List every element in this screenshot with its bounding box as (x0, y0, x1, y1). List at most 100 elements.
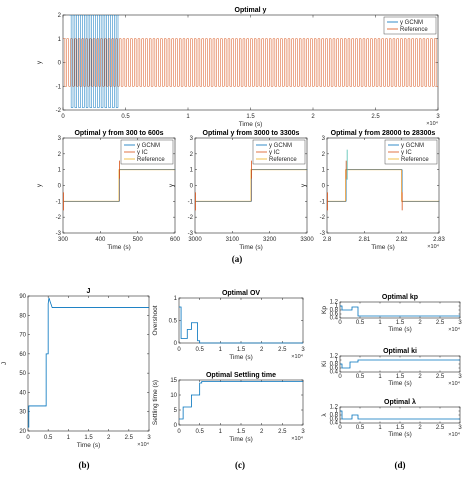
y-tick-label: 0.8 (330, 362, 339, 368)
x-tick-label: 1.5 (396, 320, 405, 326)
y-tick-label: -1 (188, 199, 194, 205)
x-tick-label: 3300 (300, 237, 314, 243)
x-axis-multiplier: ×10⁴ (427, 243, 439, 250)
x-axis-multiplier: ×10⁴ (291, 353, 303, 360)
series-line (340, 410, 460, 420)
y-tick-label: 10 (170, 393, 177, 399)
x-tick-label: 400 (95, 237, 106, 243)
y-tick-label: 1 (322, 168, 326, 174)
y-tick-label: 1.2 (330, 405, 339, 411)
y-tick-label: -1 (320, 199, 326, 205)
y-axis-label: Ki (321, 361, 328, 367)
plot-area (63, 15, 438, 108)
panel-optimal-ov: 0 0.5 1 1.5 2 2.5 3 0 0.5 1 Optimal OV Time (s) Over… (152, 290, 305, 361)
x-axis-label: Time (s) (371, 244, 395, 251)
chart-title: J (87, 288, 91, 295)
x-tick-label: 2.5 (278, 429, 287, 435)
x-tick-label: 3 (458, 320, 462, 326)
legend-entry: y GCNM (269, 143, 292, 149)
x-tick-label: 2.5 (436, 374, 445, 380)
y-tick-label: 1 (58, 168, 62, 174)
x-tick-label: 0 (338, 374, 342, 380)
y-tick-label: 3 (322, 136, 326, 142)
chart-title: Optimal kp (382, 294, 418, 301)
y-tick-label: -1 (56, 84, 62, 90)
y-tick-label: 2 (322, 152, 326, 158)
y-tick-label: -2 (56, 108, 62, 114)
x-tick-label: 2.8 (323, 237, 332, 243)
y-tick-label: -3 (56, 231, 62, 237)
y-axis-label: y (36, 60, 43, 64)
series-line (340, 305, 460, 317)
x-axis-label: Time (s) (388, 380, 412, 387)
x-axis-multiplier: ×10⁴ (291, 435, 303, 442)
x-tick-label: 2.82 (396, 237, 408, 243)
series-gcnm-line (327, 169, 440, 202)
x-tick-label: 3 (301, 429, 305, 435)
panel-zoom-28000-28300: 2.8 2.81 2.82 2.83 -3 -2 -1 0 1 2 3 Optimal y from … (300, 130, 445, 251)
legend-entry: y IC (269, 150, 280, 156)
x-tick-label: 0.5 (356, 320, 365, 326)
chart-title: Optimal y (235, 7, 267, 14)
y-tick-label: 1 (335, 358, 339, 364)
y-axis-label: J (1, 362, 8, 365)
chart-title: Optimal y from 300 to 600s (74, 130, 163, 137)
legend-entry: Reference (401, 157, 429, 163)
subfigure-caption: (d) (395, 460, 406, 470)
y-tick-label: 1 (335, 409, 339, 415)
axes-frame (178, 379, 304, 426)
y-tick-label: 0 (174, 341, 178, 347)
x-tick-label: 0.5 (195, 429, 204, 435)
x-tick-label: 2.5 (278, 347, 287, 353)
y-tick-label: 0 (58, 184, 62, 190)
panel-optimal-settling: 0 0.5 1 1.5 2 2.5 3 0 5 10 15 Optimal Settling time… (152, 372, 305, 443)
y-tick-label: 3 (190, 136, 194, 142)
y-tick-label: 0.4 (330, 421, 339, 427)
legend-entry: Reference (137, 157, 165, 163)
panel-zoom-300-600: 300 400 500 600 -3 -2 -1 0 1 2 3 Optimal y from 300… (36, 130, 181, 251)
x-tick-label: 2.5 (125, 435, 134, 441)
x-tick-label: 1 (186, 114, 190, 120)
x-axis-multiplier: ×10⁴ (137, 441, 149, 448)
x-tick-label: 3 (458, 374, 462, 380)
series-line (28, 297, 149, 428)
y-tick-label: 1 (335, 304, 339, 310)
y-tick-label: 0.6 (330, 417, 339, 423)
x-axis-label: Time (s) (388, 326, 412, 333)
y-axis-label: Settling time (s) (152, 380, 159, 425)
x-axis-label: Time (s) (229, 354, 253, 361)
y-axis-label: y (168, 183, 175, 187)
x-tick-label: 3 (301, 347, 305, 353)
x-tick-label: 1.5 (246, 114, 255, 120)
y-tick-label: 0 (174, 423, 178, 429)
x-tick-label: 2.5 (436, 425, 445, 431)
x-tick-label: 2.81 (358, 237, 370, 243)
y-tick-label: 80 (19, 313, 26, 319)
x-tick-label: 1 (67, 435, 71, 441)
y-axis-label: y (300, 183, 307, 187)
x-tick-label: 2 (260, 429, 264, 435)
x-axis-multiplier: ×10⁴ (448, 431, 460, 438)
x-tick-label: 0 (177, 429, 181, 435)
y-axis-label: Kp (321, 306, 328, 314)
x-tick-label: 3000 (188, 237, 202, 243)
series-gcnm-line (63, 169, 176, 202)
y-tick-label: -3 (320, 231, 326, 237)
series-line (340, 359, 460, 369)
x-tick-label: 0.5 (44, 435, 53, 441)
x-tick-label: 300 (58, 237, 69, 243)
series-gcnm-line (195, 169, 308, 202)
x-tick-label: 500 (133, 237, 144, 243)
x-tick-label: 2 (418, 374, 422, 380)
series-line (179, 381, 303, 420)
y-tick-label: 3 (58, 136, 62, 142)
y-tick-label: 1.2 (330, 300, 339, 306)
x-axis-label: Time (s) (239, 121, 263, 128)
y-tick-label: -2 (320, 215, 326, 221)
y-axis-label: Overshoot (152, 305, 159, 335)
x-tick-label: 2 (418, 425, 422, 431)
panel-optimal-y: 0 0.5 1 1.5 2 2.5 3 -2 -1 0 1 2 Optimal y Time (s) y ×1… (36, 7, 440, 128)
series-line (179, 306, 303, 344)
x-tick-label: 2 (107, 435, 111, 441)
x-tick-label: 1 (219, 347, 223, 353)
